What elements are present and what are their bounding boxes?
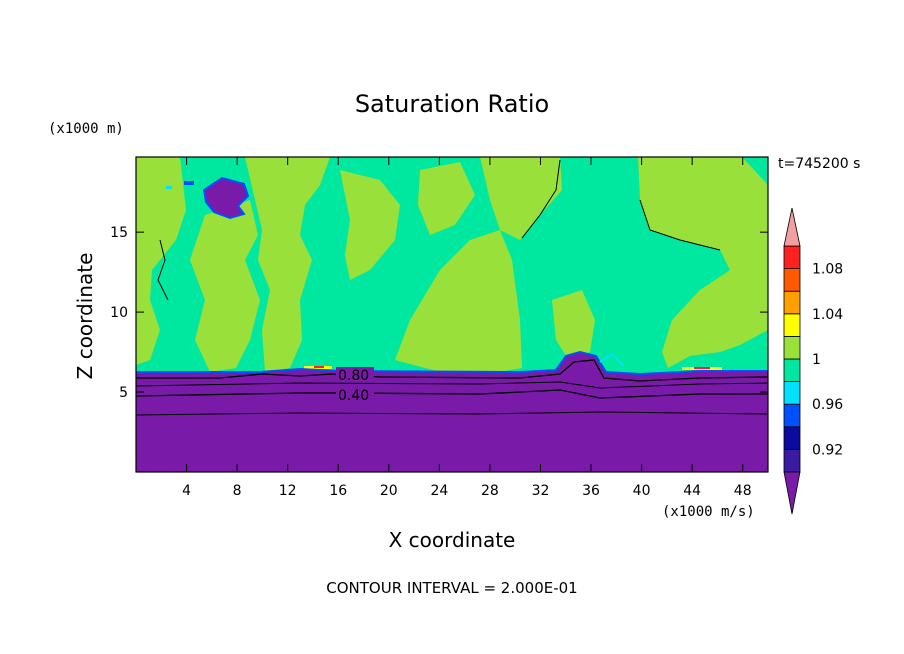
colorbar-label: 1.08 <box>812 262 843 278</box>
x-tick-label: 44 <box>683 483 701 499</box>
dry-fleck-1 <box>166 186 172 189</box>
colorbar-label: 1 <box>812 352 821 368</box>
colorbar-band <box>783 403 801 428</box>
contour-040 <box>136 389 768 399</box>
plot-area <box>136 157 768 472</box>
contour-squiggle-2 <box>521 159 561 239</box>
contour-squiggle-1 <box>157 239 169 301</box>
colorbar-band <box>783 335 801 360</box>
contour-label-080: 0.80 <box>338 368 369 384</box>
region-green-3 <box>245 157 330 372</box>
contour-label-080-bg <box>336 367 374 381</box>
dry-patch <box>204 178 248 218</box>
streak-red-2 <box>694 367 710 369</box>
y-tick-label: 10 <box>110 305 128 321</box>
dry-layer-top-edge <box>136 350 768 376</box>
contour-label-040: 0.40 <box>338 388 369 404</box>
x-tick-label: 28 <box>481 483 499 499</box>
x-tick-label: 4 <box>182 483 191 499</box>
region-green-5 <box>395 230 522 372</box>
region-green-6 <box>418 162 475 235</box>
region-green-4 <box>340 170 400 280</box>
y-tick-label: 15 <box>110 225 128 241</box>
colorbar-top-arrow <box>783 207 801 247</box>
x-tick-label: 32 <box>532 483 550 499</box>
cloud-bump-edge <box>599 352 625 367</box>
x-axis-title: X coordinate <box>389 528 516 552</box>
colorbar-band <box>783 290 801 315</box>
x-unit-label: (x1000 m/s) <box>662 504 755 520</box>
contour-squiggle-3 <box>639 199 721 251</box>
x-tick-label: 48 <box>734 483 752 499</box>
x-tick-label: 8 <box>233 483 242 499</box>
contour-080 <box>136 359 768 382</box>
colorbar-label: 0.92 <box>812 442 843 458</box>
chart-title: Saturation Ratio <box>355 90 549 118</box>
x-tick-label: 36 <box>582 483 600 499</box>
contour-020 <box>136 411 768 416</box>
colorbar-band <box>783 268 801 292</box>
colorbar-band <box>783 426 801 450</box>
contour-label-040-bg <box>336 387 374 401</box>
y-axis-ticks: 5 10 15 <box>110 225 768 401</box>
region-green-9 <box>638 157 768 368</box>
contour-interval-footer: CONTOUR INTERVAL = 2.000E-01 <box>326 579 577 597</box>
colorbar-band <box>783 381 801 405</box>
streak-red-1 <box>314 366 324 368</box>
dry-fleck-2 <box>184 181 194 185</box>
dry-layer <box>136 352 768 472</box>
region-green-1 <box>136 157 186 365</box>
region-green-7 <box>480 157 562 240</box>
contour-060 <box>136 381 768 389</box>
y-axis-title: Z coordinate <box>73 253 97 380</box>
colorbar-band <box>783 245 801 270</box>
dry-patch-edge <box>202 176 250 220</box>
x-tick-label: 24 <box>430 483 448 499</box>
y-unit-label: (x1000 m) <box>48 121 124 137</box>
x-tick-label: 40 <box>633 483 651 499</box>
region-green-2 <box>190 200 260 372</box>
x-tick-label: 12 <box>279 483 297 499</box>
x-tick-label: 20 <box>380 483 398 499</box>
x-tick-label: 16 <box>329 483 347 499</box>
colorbar-band <box>783 358 801 383</box>
time-label: t=745200 s <box>778 156 860 172</box>
y-tick-label: 5 <box>119 385 128 401</box>
colorbar-label: 1.04 <box>812 307 843 323</box>
colorbar-bottom-arrow <box>783 471 801 515</box>
region-green-8 <box>552 290 595 362</box>
x-axis-ticks: 4 8 12 16 20 24 28 32 36 40 44 48 <box>182 157 752 499</box>
colorbar: 1.08 1.04 1 0.96 0.92 <box>783 207 843 515</box>
colorbar-label: 0.96 <box>812 397 843 413</box>
colorbar-band <box>783 313 801 337</box>
colorbar-band <box>783 448 801 473</box>
plot-frame <box>135 156 769 473</box>
